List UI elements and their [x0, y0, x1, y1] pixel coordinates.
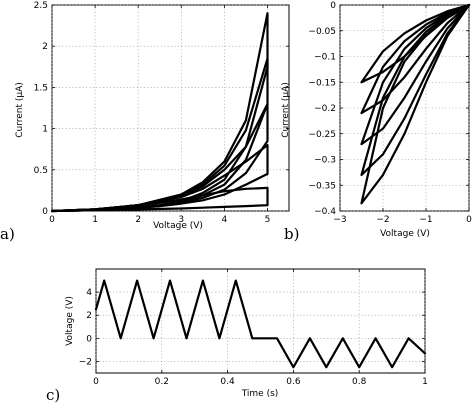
y-tick-label: −0.15 [308, 78, 336, 88]
x-tick-label: 0 [466, 215, 472, 225]
x-axis-label: Voltage (V) [380, 229, 430, 239]
y-tick-label: 4 [86, 288, 92, 298]
hysteresis-loop-4 [360, 3, 471, 176]
hysteresis-loop-2 [360, 3, 471, 115]
y-tick-label: 2 [42, 42, 48, 52]
y-tick-label: 0 [330, 1, 336, 11]
x-tick-label: −3 [333, 215, 346, 225]
x-tick-label: 1 [422, 377, 428, 387]
panel-label: c) [46, 386, 60, 404]
y-tick-label: −0.25 [308, 130, 336, 140]
x-tick-label: 4 [221, 215, 227, 225]
y-tick-label: 0 [86, 334, 92, 344]
series-group [50, 12, 269, 213]
y-tick-label: −0.2 [314, 104, 336, 114]
y-tick-label: −0.3 [314, 156, 336, 166]
x-tick-label: 0 [49, 215, 55, 225]
x-tick-label: 1 [92, 215, 98, 225]
x-tick-label: −1 [419, 215, 432, 225]
y-tick-label: −0.35 [308, 181, 336, 191]
voltage-waveform-line [94, 279, 427, 369]
x-tick-label: 0.8 [352, 377, 367, 387]
panel-label: a) [0, 225, 15, 243]
x-tick-label: 0.4 [220, 377, 235, 387]
y-tick-label: −0.4 [314, 207, 336, 217]
x-tick-label: 2 [135, 215, 141, 225]
hysteresis-loop-5 [50, 186, 269, 213]
x-tick-label: −2 [376, 215, 389, 225]
hysteresis-loop-5 [360, 3, 471, 205]
series-group [360, 3, 471, 205]
x-tick-label: 3 [178, 215, 184, 225]
y-tick-label: 1.5 [34, 83, 48, 93]
y-tick-label: 1 [42, 125, 48, 135]
plot-area [95, 268, 426, 374]
series-group [94, 279, 427, 369]
y-tick-label: 0.5 [34, 166, 48, 176]
hysteresis-loop-3 [360, 3, 471, 146]
y-tick-label: −0.05 [308, 27, 336, 37]
x-axis-label: Time (s) [241, 389, 279, 399]
y-axis-label: Current (µA) [281, 82, 291, 138]
y-tick-label: 2 [86, 311, 92, 321]
y-axis-label: Current (µA) [15, 82, 25, 138]
x-tick-label: 0.6 [286, 377, 301, 387]
y-tick-label: 2.5 [34, 1, 48, 11]
y-tick-label: −0.1 [314, 53, 336, 63]
y-tick-label: 0 [42, 207, 48, 217]
x-tick-label: 0.2 [155, 377, 169, 387]
y-tick-label: −2 [79, 357, 92, 367]
hysteresis-loop-4 [50, 144, 269, 213]
x-tick-label: 0 [93, 377, 99, 387]
panel-label: b) [284, 225, 299, 243]
x-tick-label: 5 [265, 215, 271, 225]
x-axis-label: Voltage (V) [153, 221, 203, 231]
y-axis-label: Voltage (V) [65, 296, 75, 346]
